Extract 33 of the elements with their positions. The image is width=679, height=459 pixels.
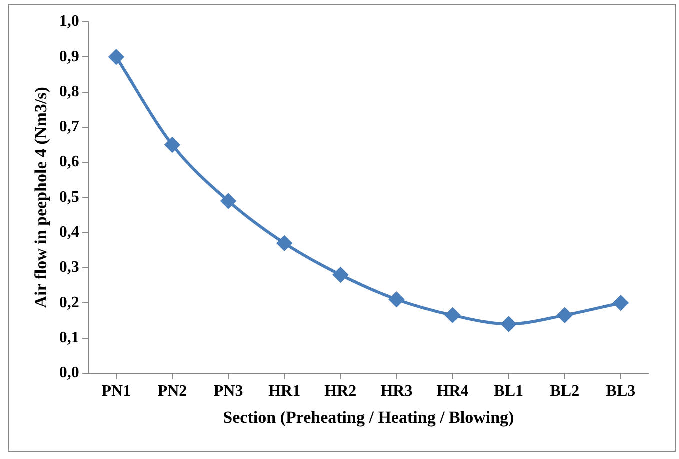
point [613, 296, 628, 311]
x-tick-label: PN1 [102, 383, 132, 400]
y-axis-title: Air flow in peephole 4 (Nm3/s) [32, 87, 51, 308]
x-tick-label: HR3 [380, 383, 413, 400]
x-tick-label: BL1 [494, 383, 524, 400]
x-tick-label: BL2 [550, 383, 580, 400]
point [164, 137, 180, 152]
point [221, 194, 236, 209]
x-tick-label: HR1 [268, 383, 301, 400]
point [333, 268, 348, 283]
y-tick-label: 0,6 [59, 154, 80, 171]
x-axis-title: Section (Preheating / Heating / Blowing) [223, 408, 514, 428]
y-tick-label: 0,5 [59, 188, 80, 206]
y-tick-label: 0,4 [59, 224, 80, 241]
y-tick-label: 1,0 [59, 13, 80, 30]
point [108, 50, 124, 65]
x-tick-label: PN3 [214, 383, 244, 400]
y-tick-label: 0,0 [59, 364, 80, 382]
x-tick-label: PN2 [158, 383, 188, 400]
x-tick-label: HR4 [436, 383, 469, 400]
y-tick-label: 0,9 [59, 48, 80, 66]
point [277, 236, 292, 251]
point [557, 308, 572, 323]
y-tick-label: 0,3 [59, 259, 80, 276]
x-tick-label: HR2 [324, 383, 357, 400]
y-tick-label: 0,2 [59, 294, 80, 312]
point [445, 308, 460, 323]
y-tick-label: 0,1 [59, 329, 80, 346]
point [389, 292, 404, 308]
y-tick-label: 0,8 [59, 83, 80, 100]
y-tick-label: 0,7 [59, 118, 80, 136]
point [501, 316, 516, 332]
x-tick-label: BL3 [606, 383, 636, 400]
